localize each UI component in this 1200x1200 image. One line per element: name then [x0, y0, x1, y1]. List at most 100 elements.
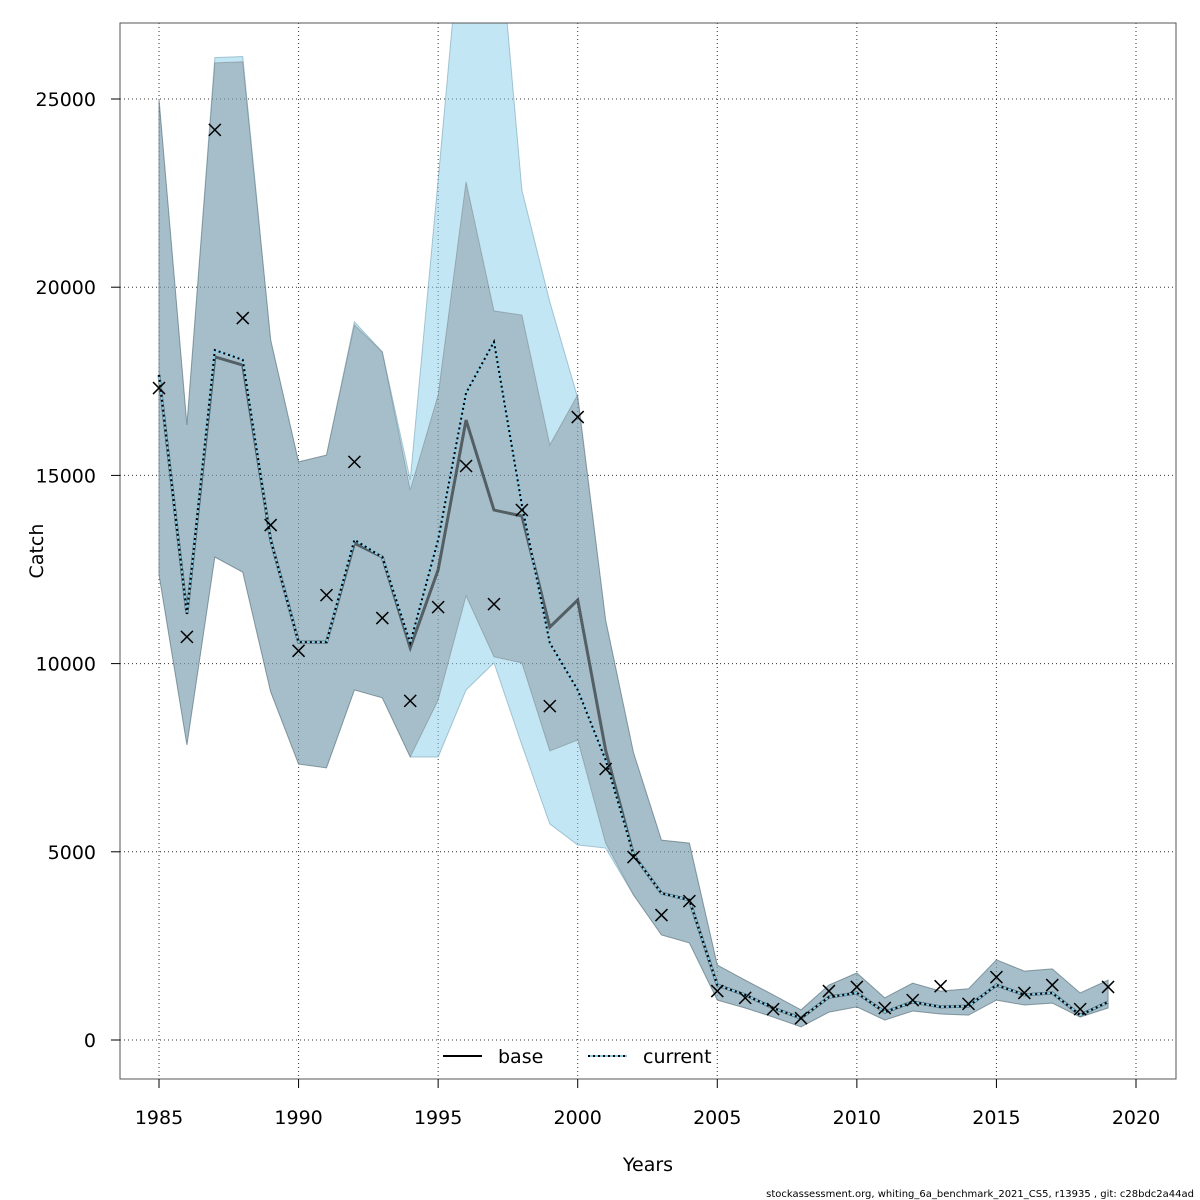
observed-point	[738, 991, 752, 1005]
observed-point	[710, 984, 724, 998]
observed-point-stroke	[738, 991, 752, 1005]
observed-point	[878, 1001, 892, 1015]
current-line	[158, 338, 1109, 1020]
observed-point-stroke	[459, 459, 473, 473]
observed-point	[822, 984, 836, 998]
x-tick-label: 2015	[972, 1107, 1020, 1129]
observed-point	[571, 410, 585, 424]
observed-point-stroke	[766, 1002, 780, 1016]
observed-point	[654, 908, 668, 922]
observed-point	[431, 600, 445, 614]
y-axis-label: Catch	[26, 524, 48, 579]
y-tick-label: 20000	[36, 277, 96, 299]
legend-current-label: current	[643, 1046, 712, 1068]
y-tick-label: 25000	[36, 89, 96, 111]
x-tick-label: 1995	[414, 1107, 462, 1129]
observed-point	[1045, 978, 1059, 992]
observed-point-stroke	[571, 410, 585, 424]
observed-point	[906, 993, 920, 1007]
observed-point-stroke	[403, 694, 417, 708]
observed-point-stroke	[515, 503, 529, 517]
observed-point	[152, 381, 166, 395]
observed-point-stroke	[906, 993, 920, 1007]
observed-point	[599, 762, 613, 776]
y-tick-label: 10000	[36, 654, 96, 676]
y-tick-label: 15000	[36, 465, 96, 487]
observed-point	[208, 123, 222, 137]
observed-point-stroke	[1045, 978, 1059, 992]
observed-point-stroke	[878, 1001, 892, 1015]
x-tick-label: 2005	[693, 1107, 741, 1129]
axes: 1985 1990 1995 2000 2005 2010 2015 2020 0 5000 100…	[36, 89, 1161, 1129]
observed-point-stroke	[710, 984, 724, 998]
x-tick-label: 1990	[274, 1107, 322, 1129]
footer-text: stockassessment.org, whiting_6a_benchmar…	[766, 1189, 1194, 1200]
observed-point-stroke	[347, 455, 361, 469]
observed-point	[180, 630, 194, 644]
observed-point-stroke	[682, 894, 696, 908]
observed-point-stroke	[794, 1011, 808, 1025]
observed-point-stroke	[375, 611, 389, 625]
observed-point	[961, 997, 976, 1011]
observed-point-stroke	[1073, 1002, 1087, 1016]
observed-point	[934, 979, 948, 993]
observed-point	[375, 611, 389, 625]
observed-point	[1101, 980, 1115, 994]
observed-point-stroke	[431, 600, 445, 614]
x-tick-label: 2000	[554, 1107, 602, 1129]
observed-point	[264, 518, 278, 532]
x-tick-label: 2010	[833, 1107, 881, 1129]
lines	[157, 338, 1109, 1020]
observed-point-stroke	[264, 518, 278, 532]
observed-point-stroke	[236, 311, 250, 325]
observed-point	[487, 597, 501, 611]
observed-point	[850, 980, 864, 994]
x-axis-label: Years	[622, 1154, 673, 1176]
observed-point-stroke	[487, 597, 501, 611]
observed-points	[152, 123, 1115, 1025]
observed-point-stroke	[989, 970, 1003, 984]
x-tick-label: 2020	[1112, 1107, 1160, 1129]
y-tick-label: 0	[84, 1030, 96, 1052]
observed-point	[766, 1002, 780, 1016]
observed-point-stroke	[850, 980, 864, 994]
observed-point	[682, 894, 696, 908]
observed-point-stroke	[292, 644, 306, 658]
observed-point-stroke	[934, 979, 948, 993]
observed-point	[292, 644, 306, 658]
observed-point-stroke	[152, 381, 166, 395]
observed-point	[1017, 986, 1031, 1000]
observed-point-stroke	[208, 123, 222, 137]
observed-point-stroke	[627, 850, 641, 864]
observed-point-stroke	[599, 762, 613, 776]
observed-point	[319, 588, 334, 602]
observed-point-stroke	[654, 908, 668, 922]
current-confidence-band	[158, 23, 1109, 1028]
observed-point-stroke	[822, 984, 836, 998]
observed-point	[543, 699, 557, 713]
x-tick-label: 1985	[135, 1107, 183, 1129]
observed-point	[515, 503, 529, 517]
legend: base current	[443, 1046, 712, 1068]
observed-point	[794, 1011, 808, 1025]
observed-point	[403, 694, 417, 708]
observed-point-stroke	[961, 997, 976, 1011]
observed-point	[459, 459, 473, 473]
y-tick-label: 5000	[48, 842, 96, 864]
bands	[158, 23, 1109, 1028]
base-confidence-band	[158, 61, 1109, 1028]
observed-point	[989, 970, 1003, 984]
observed-point	[236, 311, 250, 325]
plot-frame	[119, 22, 1177, 1080]
observed-point-stroke	[543, 699, 557, 713]
observed-point-stroke	[319, 588, 334, 602]
observed-point	[627, 850, 641, 864]
observed-point-stroke	[1017, 986, 1031, 1000]
observed-point-stroke	[1101, 980, 1115, 994]
observed-point	[1073, 1002, 1087, 1016]
observed-point-stroke	[180, 630, 194, 644]
observed-point	[347, 455, 361, 469]
legend-base-label: base	[498, 1046, 543, 1068]
